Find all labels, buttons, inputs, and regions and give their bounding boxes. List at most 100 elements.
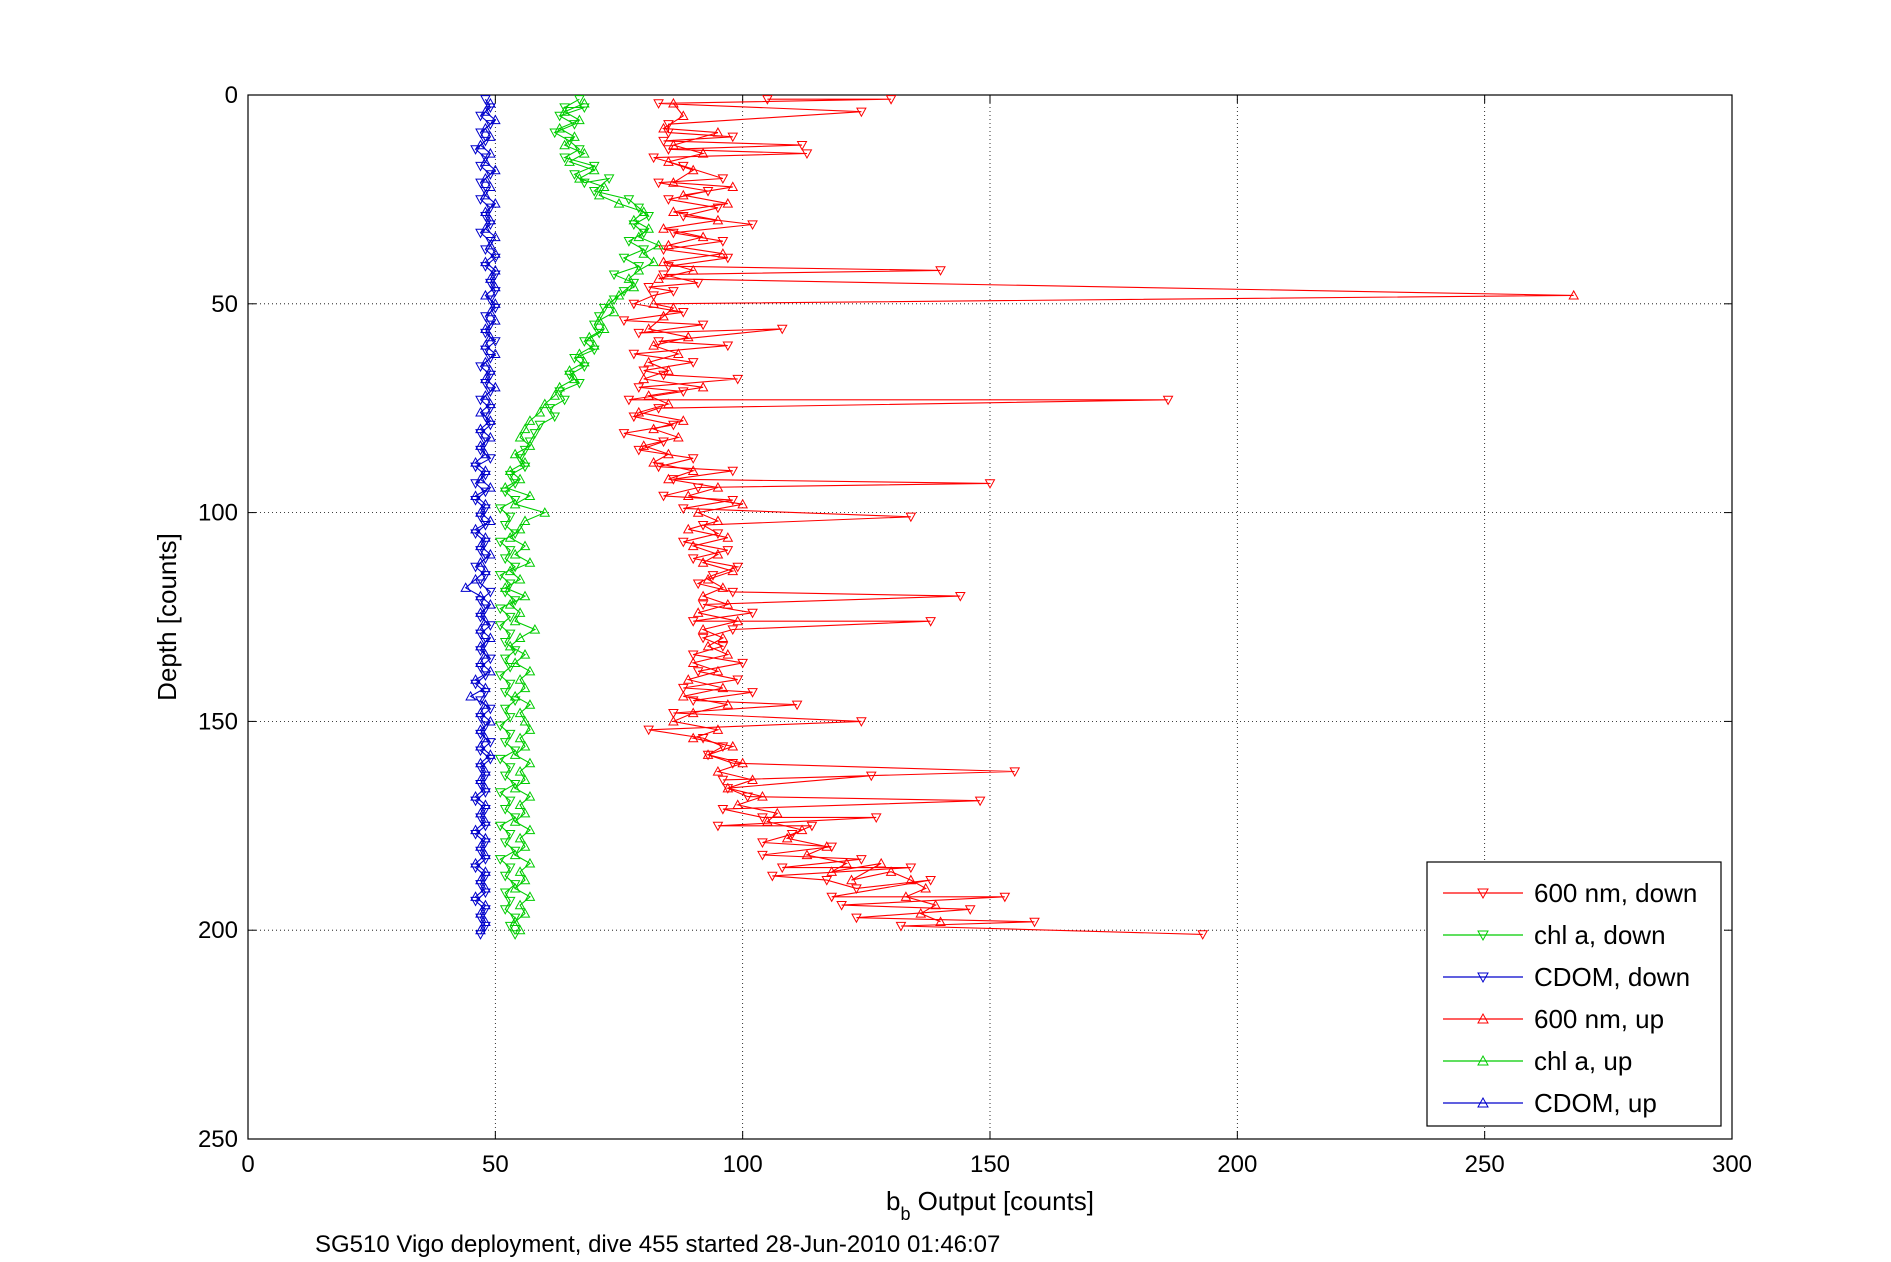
data-point [757, 850, 768, 861]
data-point [712, 765, 724, 776]
data-point [470, 573, 481, 584]
data-point [717, 804, 729, 815]
data-point [677, 504, 689, 514]
data-point [485, 548, 496, 559]
data-point [766, 871, 778, 882]
data-point [524, 791, 536, 801]
data-point [475, 607, 486, 617]
data-point [559, 103, 570, 114]
data-point [653, 404, 664, 414]
data-point [499, 521, 511, 531]
legend-marker [1477, 1096, 1489, 1108]
data-point [494, 821, 506, 832]
data-point [727, 565, 739, 576]
data-point [494, 604, 506, 615]
data-point [668, 708, 679, 719]
data-point [475, 757, 486, 768]
data-point [475, 128, 486, 139]
series-600-nm-down [618, 95, 1209, 940]
data-point [697, 320, 709, 331]
data-point [475, 440, 486, 450]
legend-marker [1477, 1054, 1489, 1066]
data-point [668, 302, 679, 313]
data-point [470, 145, 481, 155]
data-point [593, 189, 605, 200]
series-chl-a-down [494, 95, 655, 940]
data-point [727, 181, 739, 191]
data-point [628, 214, 640, 225]
data-point [480, 721, 491, 732]
data-point [475, 590, 486, 601]
data-point [598, 303, 610, 314]
data-point [722, 782, 734, 793]
legend-label: 600 nm, down [1534, 878, 1697, 908]
data-point [663, 120, 674, 130]
data-point [485, 704, 496, 715]
data-point [475, 228, 486, 239]
legend-label: 600 nm, up [1534, 1004, 1664, 1034]
data-point [663, 145, 674, 155]
data-point [514, 431, 526, 442]
data-point [475, 930, 486, 940]
data-point [569, 373, 580, 384]
data-point [489, 231, 501, 242]
data-point [519, 649, 531, 659]
data-point [687, 465, 699, 475]
data-point [519, 907, 531, 918]
data-point [885, 95, 897, 105]
legend-label: chl a, down [1534, 920, 1666, 950]
data-point [485, 632, 496, 642]
data-point [697, 557, 709, 567]
data-point [524, 699, 536, 709]
data-point [499, 738, 511, 748]
data-point [574, 172, 585, 183]
data-point [692, 579, 704, 590]
data-point [514, 832, 526, 843]
data-point [485, 515, 496, 526]
data-point [677, 537, 689, 548]
data-point [480, 256, 491, 267]
data-point [499, 771, 511, 782]
data-point [480, 289, 491, 300]
data-point [574, 114, 585, 125]
data-point [514, 454, 526, 464]
data-point [519, 456, 531, 467]
figure-caption: SG510 Vigo deployment, dive 455 started … [315, 1231, 1000, 1258]
data-point [712, 548, 724, 559]
data-point [935, 266, 946, 276]
data-point [1162, 395, 1174, 406]
data-point [608, 306, 620, 317]
data-point [480, 373, 491, 384]
data-point [499, 905, 511, 915]
data-point [707, 571, 719, 581]
data-point [499, 582, 511, 592]
data-point [583, 331, 595, 342]
data-point [494, 788, 506, 798]
data-point [470, 857, 481, 868]
data-point [658, 270, 669, 281]
data-point [717, 248, 729, 258]
data-point [524, 490, 536, 500]
data-point [697, 623, 709, 634]
series-600-nm-up [633, 97, 1580, 926]
data-point [643, 356, 655, 367]
data-point [480, 390, 491, 400]
data-point [727, 740, 739, 751]
data-point [638, 373, 650, 384]
data-point [480, 448, 491, 459]
x-tick-label: 150 [970, 1151, 1010, 1178]
data-point [485, 654, 496, 665]
data-point [697, 633, 709, 644]
data-point [509, 498, 521, 509]
data-point [638, 440, 650, 450]
data-point [633, 262, 645, 272]
data-point [504, 546, 516, 556]
data-point [499, 871, 511, 882]
data-point [470, 674, 481, 684]
data-point [480, 849, 491, 860]
data-point [826, 892, 838, 903]
data-point [504, 465, 516, 475]
data-point [687, 657, 699, 668]
data-point [999, 892, 1011, 903]
data-point [480, 699, 491, 709]
